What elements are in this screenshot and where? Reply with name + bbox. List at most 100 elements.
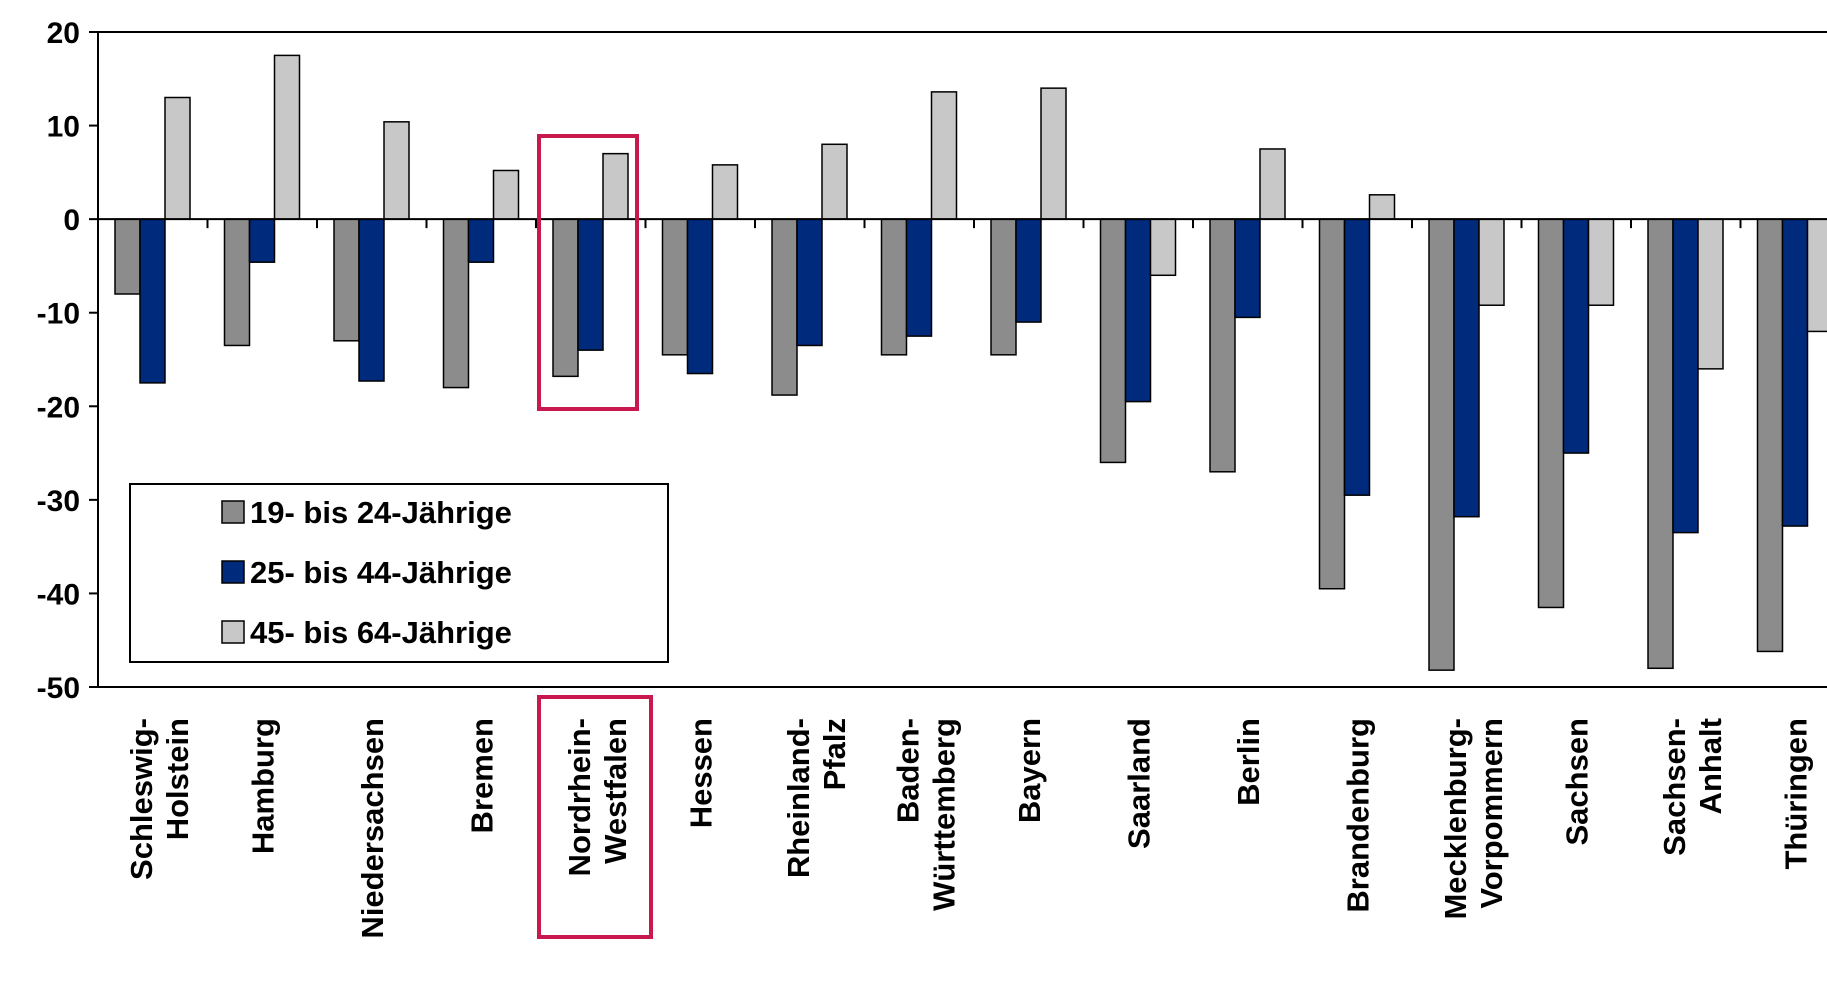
bar-1-2 xyxy=(223,218,251,347)
legend-swatch-1 xyxy=(221,500,245,524)
bar-2-12 xyxy=(1343,218,1371,496)
category-label: Brandenburg xyxy=(1340,718,1375,913)
highlight-layer xyxy=(537,134,653,939)
y-tick-label: -10 xyxy=(37,298,80,331)
bar-2-14 xyxy=(1562,218,1590,454)
category-label: Sachsen xyxy=(1559,718,1594,846)
category-label-line: Berlin xyxy=(1231,718,1266,806)
category-label-line: Brandenburg xyxy=(1340,718,1375,913)
bar-3-11 xyxy=(1259,148,1286,220)
bar-2-8 xyxy=(905,218,933,337)
category-label-line: Anhalt xyxy=(1693,718,1728,814)
highlight-box-label xyxy=(537,695,653,939)
bar-3-4 xyxy=(492,169,520,220)
bar-3-3 xyxy=(383,121,410,220)
category-label-line: Niedersachsen xyxy=(355,718,390,939)
bar-2-16 xyxy=(1781,218,1809,527)
category-label: Hessen xyxy=(683,718,718,828)
category-label: Baden-Württemberg xyxy=(890,718,961,911)
category-label: Thüringen xyxy=(1778,718,1813,870)
bar-2-13 xyxy=(1453,218,1480,518)
bar-3-1 xyxy=(164,96,191,220)
bar-2-7 xyxy=(796,218,823,347)
category-label-line: Württemberg xyxy=(926,718,961,911)
bars-layer xyxy=(114,54,1827,671)
bar-1-9 xyxy=(990,218,1017,356)
legend-box xyxy=(129,483,669,663)
bar-2-2 xyxy=(248,218,276,263)
category-label-line: Sachsen xyxy=(1559,718,1594,846)
category-label-line: Bremen xyxy=(464,718,499,833)
legend-swatch-2 xyxy=(221,560,245,584)
bar-3-16 xyxy=(1806,218,1827,333)
bar-1-12 xyxy=(1318,218,1346,590)
category-label: Berlin xyxy=(1231,718,1266,806)
bar-1-16 xyxy=(1756,218,1784,653)
legend-swatch-3 xyxy=(221,620,245,644)
bar-1-8 xyxy=(880,218,908,356)
bar-2-15 xyxy=(1672,218,1699,534)
category-label-line: Mecklenburg- xyxy=(1438,718,1473,920)
category-label-line: Sachsen- xyxy=(1657,718,1692,856)
y-tick-label: -40 xyxy=(37,578,80,611)
bar-3-12 xyxy=(1368,194,1396,220)
bar-1-13 xyxy=(1428,218,1455,671)
category-label: Schleswig-Holstein xyxy=(124,718,195,880)
category-label-line: Thüringen xyxy=(1778,718,1813,870)
bar-1-6 xyxy=(661,218,689,356)
y-tick-label: 10 xyxy=(47,111,80,144)
category-label: Sachsen-Anhalt xyxy=(1657,718,1728,856)
bar-1-3 xyxy=(333,218,360,342)
category-label-line: Baden- xyxy=(890,718,925,823)
bar-2-11 xyxy=(1234,218,1261,319)
legend-label-2: 25- bis 44-Jährige xyxy=(250,555,512,590)
bar-1-14 xyxy=(1537,218,1565,609)
bar-2-10 xyxy=(1124,218,1152,403)
category-label-line: Schleswig- xyxy=(124,718,159,880)
bar-3-6 xyxy=(711,164,739,220)
category-label-line: Vorpommern xyxy=(1474,718,1509,909)
category-label-line: Saarland xyxy=(1121,718,1156,849)
bar-1-15 xyxy=(1647,218,1674,670)
category-label-line: Hessen xyxy=(683,718,718,828)
legend-label-3: 45- bis 64-Jährige xyxy=(250,615,512,650)
y-tick-label: -20 xyxy=(37,391,80,424)
bar-2-5 xyxy=(577,218,604,351)
legend-label-1: 19- bis 24-Jährige xyxy=(250,495,512,530)
bar-1-7 xyxy=(771,218,798,396)
y-tick-label: -50 xyxy=(37,672,80,705)
y-tick-label: 20 xyxy=(47,17,80,50)
axes-layer: 20 10 0 -10 -20 -30 -40 -50 xyxy=(37,17,1827,705)
bar-3-15 xyxy=(1697,218,1724,370)
category-label: Mecklenburg-Vorpommern xyxy=(1438,718,1509,920)
bar-3-2 xyxy=(273,54,301,220)
category-label-line: Nordrhein- xyxy=(562,718,597,876)
bar-3-7 xyxy=(821,143,848,220)
y-tick-label: 0 xyxy=(63,204,80,237)
category-label: Saarland xyxy=(1121,718,1156,849)
bar-3-10 xyxy=(1149,218,1177,277)
bar-1-1 xyxy=(114,218,141,295)
category-label-line: Westfalen xyxy=(598,718,633,864)
bar-1-5 xyxy=(552,218,579,378)
bar-2-6 xyxy=(686,218,714,375)
category-label-line: Holstein xyxy=(160,718,195,840)
bar-2-9 xyxy=(1015,218,1042,323)
category-label-line: Rheinland- xyxy=(781,718,816,878)
bar-3-9 xyxy=(1040,87,1067,220)
category-labels: Schleswig-Holstein Hamburg Niedersachsen Br… xyxy=(124,718,1814,939)
y-tick-label: -30 xyxy=(37,485,80,518)
category-label: Hamburg xyxy=(245,718,280,854)
category-label: Rheinland-Pfalz xyxy=(781,718,852,878)
category-label: Nordrhein-Westfalen xyxy=(562,718,633,876)
category-label-line: Hamburg xyxy=(245,718,280,854)
category-label-line: Pfalz xyxy=(817,718,852,790)
legend: 19- bis 24-Jährige 25- bis 44-Jährige 45- … xyxy=(129,483,669,663)
category-label-line: Bayern xyxy=(1012,718,1047,823)
bar-3-14 xyxy=(1587,218,1615,306)
bar-2-1 xyxy=(139,218,166,384)
bar-1-11 xyxy=(1209,218,1236,473)
bar-2-4 xyxy=(467,218,495,263)
bar-3-8 xyxy=(930,91,958,220)
